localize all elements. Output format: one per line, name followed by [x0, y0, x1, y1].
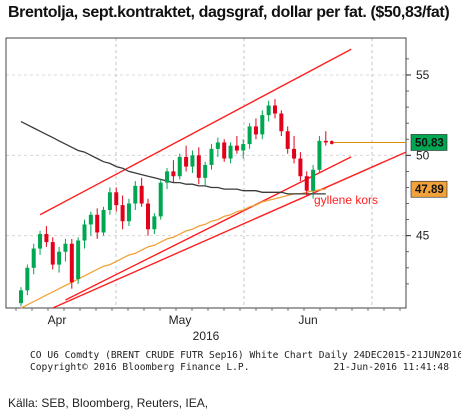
candle-body-6: [57, 251, 62, 265]
moving-average-2: [20, 121, 326, 195]
candle-body-26: [184, 156, 189, 167]
candle-body-39: [266, 105, 271, 116]
candle-body-18: [133, 185, 138, 204]
moving-averages: [20, 121, 326, 309]
bloomberg-footer-line1: CO U6 Comdty (BRENT CRUDE FUTR Sep16) Wh…: [30, 350, 461, 361]
plot-border: [5, 37, 407, 309]
last-price-box-label: 50.83: [415, 137, 444, 149]
candle-body-32: [222, 142, 227, 159]
candle-body-40: [273, 105, 277, 114]
golden-cross-annotation: gyllene kors: [314, 193, 378, 207]
candle-body-5: [50, 242, 55, 265]
candles: [19, 99, 328, 307]
candle-body-46: [311, 169, 316, 191]
candle-body-29: [203, 164, 208, 178]
candle-body-30: [209, 148, 214, 165]
candle-body-10: [82, 224, 87, 241]
candle-body-44: [298, 158, 303, 177]
candle-body-13: [101, 209, 106, 233]
candle-body-22: [158, 182, 163, 217]
grid: [6, 38, 406, 308]
candle-body-8: [69, 243, 74, 283]
ma-box-label: 47.89: [415, 184, 444, 196]
trend-channel: [39, 48, 407, 309]
y-tick-label-50: 50: [416, 148, 430, 162]
candle-body-20: [146, 203, 150, 230]
candle-body-0: [19, 290, 23, 304]
plot-frame: [5, 37, 407, 309]
candle-body-38: [260, 115, 265, 135]
candle-body-41: [279, 113, 284, 132]
candle-body-7: [63, 243, 68, 252]
candle-body-16: [120, 205, 125, 222]
candle-body-14: [107, 192, 112, 210]
y-tick-label-55: 55: [416, 68, 430, 82]
chart-title: Brentolja, sept.kontraktet, dagsgraf, do…: [8, 4, 450, 21]
candle-body-17: [126, 203, 131, 222]
candle-body-35: [241, 144, 246, 151]
candle-body-21: [152, 216, 157, 230]
x-tick-label-2: Jun: [298, 313, 317, 327]
axes: 45 50 55 50.83 47.89 Apr May Jun 2016: [15, 58, 448, 343]
candle-body-15: [114, 192, 119, 206]
candle-body-23: [165, 171, 170, 183]
candle-body-27: [190, 155, 195, 167]
last-price-marker: [330, 140, 334, 145]
candle-body-2: [31, 248, 36, 268]
ma-box: [410, 180, 448, 198]
candle-body-47: [317, 140, 322, 170]
x-tick-label-1: May: [169, 313, 192, 327]
candle-body-9: [76, 240, 81, 280]
candle-body-31: [215, 142, 220, 149]
candle-body-11: [88, 214, 93, 225]
price-overlays: gyllene kors: [314, 140, 406, 207]
candle-body-43: [292, 148, 297, 159]
candle-body-19: [139, 185, 144, 204]
x-tick-label-0: Apr: [48, 313, 67, 327]
x-year-label: 2016: [193, 329, 220, 343]
candle-body-37: [253, 126, 258, 135]
candle-body-24: [171, 171, 176, 177]
y-tick-label-45: 45: [416, 229, 430, 243]
channel-line-upper: [39, 48, 352, 216]
candle-body-3: [38, 234, 43, 249]
candle-body-42: [285, 131, 290, 149]
channel-line-lower: [65, 156, 352, 301]
candle-body-45: [304, 176, 309, 191]
source-note: Källa: SEB, Bloomberg, Reuters, IEA,: [8, 396, 209, 410]
candle-body-33: [228, 145, 233, 159]
candle-body-25: [177, 156, 182, 177]
channel-line-support: [52, 151, 407, 309]
bloomberg-footer-timestamp: 21-Jun-2016 11:41:48: [333, 362, 449, 373]
candle-body-4: [44, 234, 49, 243]
candle-body-34: [234, 145, 239, 151]
candle-body-12: [95, 214, 100, 233]
last-price-box: [410, 134, 448, 151]
candle-body-48: [323, 140, 328, 143]
candle-body-28: [196, 155, 201, 178]
candle-body-36: [247, 126, 252, 145]
candle-body-1: [25, 267, 30, 291]
bloomberg-footer-line2: Copyright© 2016 Bloomberg Finance L.P.: [30, 362, 250, 373]
